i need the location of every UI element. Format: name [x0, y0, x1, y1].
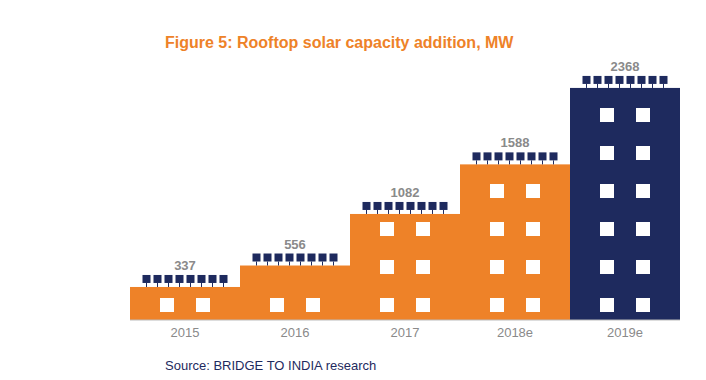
svg-text:2016: 2016: [281, 325, 310, 340]
svg-text:556: 556: [284, 237, 306, 252]
svg-text:337: 337: [174, 258, 196, 273]
svg-text:1588: 1588: [501, 135, 530, 150]
svg-text:2018e: 2018e: [497, 325, 533, 340]
svg-text:2015: 2015: [171, 325, 200, 340]
html-text:Figure 5: Rooftop solar capaci: Figure 5: Rooftop solar capacity additio…: [165, 34, 514, 51]
html-text:Source: BRIDGE TO INDIA resear: Source: BRIDGE TO INDIA research: [165, 358, 377, 373]
svg-text:2368: 2368: [611, 59, 640, 74]
svg-text:2017: 2017: [391, 325, 420, 340]
svg-text:2019e: 2019e: [607, 325, 643, 340]
svg-text:1082: 1082: [391, 185, 420, 200]
